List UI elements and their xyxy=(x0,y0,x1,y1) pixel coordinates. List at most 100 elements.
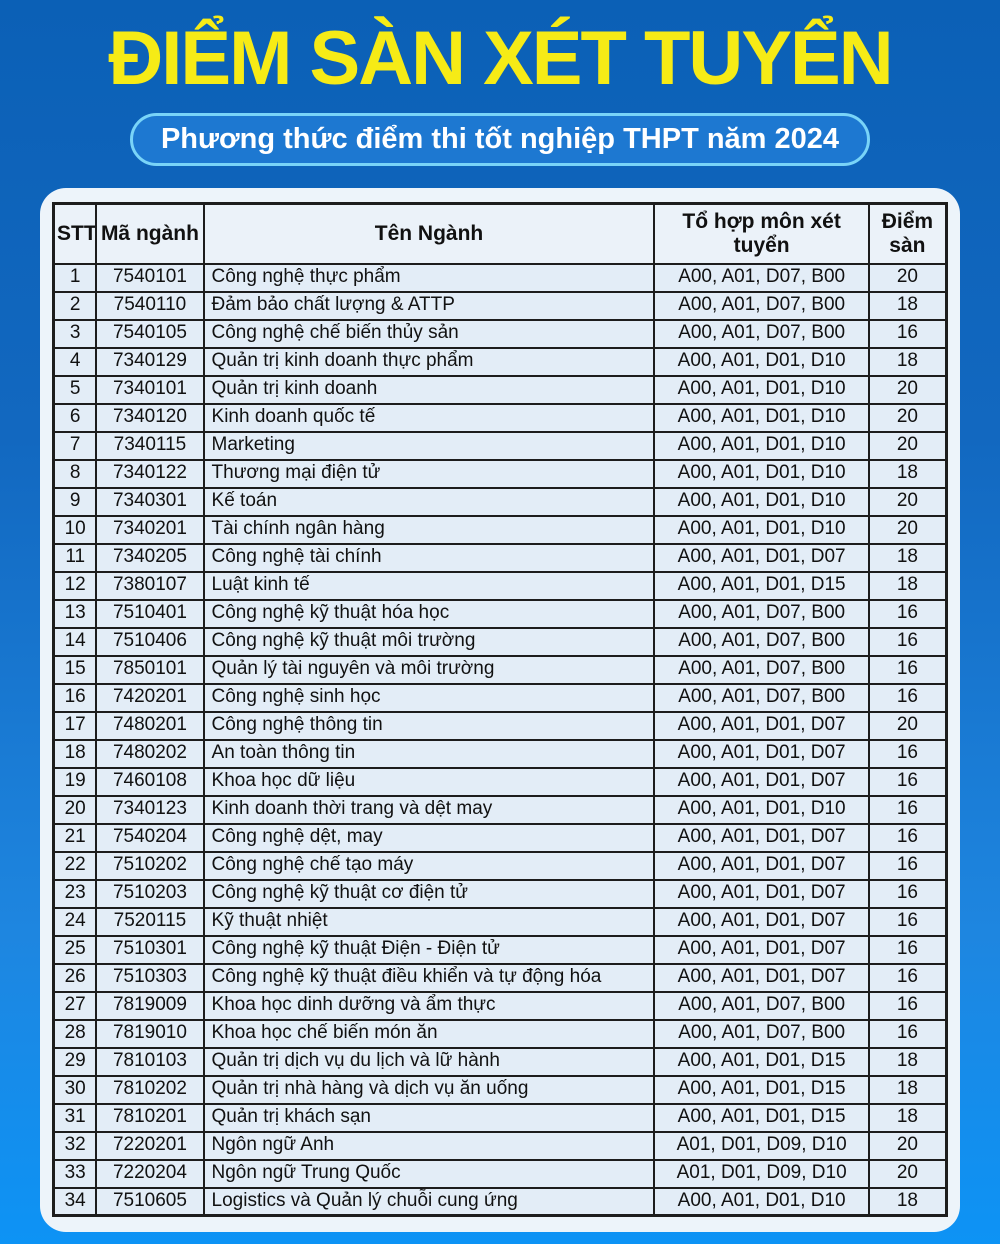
cell-ma-nganh: 7540110 xyxy=(95,290,205,321)
cell-ma-nganh: 7340123 xyxy=(95,794,205,825)
cell-to-hop-mon: A00, A01, D07, B00 xyxy=(653,598,870,629)
cell-ten-nganh: Quản trị nhà hàng và dịch vụ ăn uống xyxy=(202,1074,656,1105)
cell-stt: 31 xyxy=(52,1102,98,1133)
cell-diem-san: 20 xyxy=(867,710,948,741)
table-row: 9 7340301 Kế toán A00, A01, D01, D10 20 xyxy=(52,486,948,517)
cell-ten-nganh: Ngôn ngữ Anh xyxy=(202,1130,656,1161)
table-row: 6 7340120 Kinh doanh quốc tế A00, A01, D01,… xyxy=(52,402,948,433)
cell-diem-san: 16 xyxy=(867,878,948,909)
cell-ma-nganh: 7340115 xyxy=(95,430,205,461)
table-row: 12 7380107 Luật kinh tế A00, A01, D01, D15 1… xyxy=(52,570,948,601)
cell-stt: 18 xyxy=(52,738,98,769)
cell-to-hop-mon: A00, A01, D01, D10 xyxy=(653,374,870,405)
cell-ten-nganh: Quản lý tài nguyên và môi trường xyxy=(202,654,656,685)
cell-diem-san: 18 xyxy=(867,1186,948,1217)
cell-ma-nganh: 7510605 xyxy=(95,1186,205,1217)
cell-ma-nganh: 7810202 xyxy=(95,1074,205,1105)
cell-ten-nganh: Công nghệ chế tạo máy xyxy=(202,850,656,881)
cell-stt: 9 xyxy=(52,486,98,517)
cell-stt: 4 xyxy=(52,346,98,377)
cell-diem-san: 16 xyxy=(867,822,948,853)
cell-ten-nganh: Marketing xyxy=(202,430,656,461)
cell-ten-nganh: An toàn thông tin xyxy=(202,738,656,769)
cell-ten-nganh: Công nghệ thực phẩm xyxy=(202,262,656,293)
table-panel: STT Mã ngành Tên Ngành Tổ hợp môn xét tuyển… xyxy=(40,188,960,1232)
admission-score-table: STT Mã ngành Tên Ngành Tổ hợp môn xét tuyển… xyxy=(52,202,948,1217)
cell-diem-san: 16 xyxy=(867,850,948,881)
table-row: 26 7510303 Công nghệ kỹ thuật điều khiển v… xyxy=(52,962,948,993)
cell-stt: 27 xyxy=(52,990,98,1021)
table-row: 11 7340205 Công nghệ tài chính A00, A01, D0… xyxy=(52,542,948,573)
cell-stt: 20 xyxy=(52,794,98,825)
cell-stt: 17 xyxy=(52,710,98,741)
subtitle-text: Phương thức điểm thi tốt nghiệp THPT năm… xyxy=(160,123,840,156)
cell-stt: 24 xyxy=(52,906,98,937)
cell-stt: 26 xyxy=(52,962,98,993)
cell-ma-nganh: 7340129 xyxy=(95,346,205,377)
cell-to-hop-mon: A00, A01, D01, D07 xyxy=(653,822,870,853)
cell-diem-san: 20 xyxy=(867,430,948,461)
cell-to-hop-mon: A00, A01, D01, D15 xyxy=(653,570,870,601)
cell-ten-nganh: Công nghệ kỹ thuật cơ điện tử xyxy=(202,878,656,909)
cell-ma-nganh: 7380107 xyxy=(95,570,205,601)
cell-ma-nganh: 7510301 xyxy=(95,934,205,965)
cell-ma-nganh: 7480201 xyxy=(95,710,205,741)
cell-stt: 15 xyxy=(52,654,98,685)
table-row: 29 7810103 Quản trị dịch vụ du lịch và lữ … xyxy=(52,1046,948,1077)
cell-to-hop-mon: A00, A01, D07, B00 xyxy=(653,262,870,293)
cell-ten-nganh: Công nghệ sinh học xyxy=(202,682,656,713)
cell-ten-nganh: Đảm bảo chất lượng & ATTP xyxy=(202,290,656,321)
cell-ma-nganh: 7340301 xyxy=(95,486,205,517)
table-row: 17 7480201 Công nghệ thông tin A00, A01, D0… xyxy=(52,710,948,741)
cell-stt: 2 xyxy=(52,290,98,321)
cell-ten-nganh: Ngôn ngữ Trung Quốc xyxy=(202,1158,656,1189)
cell-to-hop-mon: A01, D01, D09, D10 xyxy=(653,1130,870,1161)
cell-ten-nganh: Kỹ thuật nhiệt xyxy=(202,906,656,937)
cell-ma-nganh: 7460108 xyxy=(95,766,205,797)
column-header: Điểm sàn xyxy=(867,202,948,265)
cell-stt: 33 xyxy=(52,1158,98,1189)
cell-ten-nganh: Công nghệ kỹ thuật môi trường xyxy=(202,626,656,657)
cell-ten-nganh: Công nghệ kỹ thuật Điện - Điện tử xyxy=(202,934,656,965)
cell-stt: 30 xyxy=(52,1074,98,1105)
cell-diem-san: 16 xyxy=(867,654,948,685)
cell-to-hop-mon: A00, A01, D01, D10 xyxy=(653,514,870,545)
cell-diem-san: 16 xyxy=(867,682,948,713)
table-row: 19 7460108 Khoa học dữ liệu A00, A01, D01, … xyxy=(52,766,948,797)
cell-stt: 6 xyxy=(52,402,98,433)
cell-ten-nganh: Quản trị khách sạn xyxy=(202,1102,656,1133)
cell-ten-nganh: Kinh doanh thời trang và dệt may xyxy=(202,794,656,825)
cell-ma-nganh: 7510203 xyxy=(95,878,205,909)
table-row: 25 7510301 Công nghệ kỹ thuật Điện - Điện … xyxy=(52,934,948,965)
cell-to-hop-mon: A00, A01, D01, D10 xyxy=(653,458,870,489)
cell-diem-san: 16 xyxy=(867,934,948,965)
cell-diem-san: 20 xyxy=(867,486,948,517)
cell-diem-san: 16 xyxy=(867,626,948,657)
table-row: 30 7810202 Quản trị nhà hàng và dịch vụ ăn… xyxy=(52,1074,948,1105)
table-row: 2 7540110 Đảm bảo chất lượng & ATTP A00, A0… xyxy=(52,290,948,321)
table-row: 16 7420201 Công nghệ sinh học A00, A01, D07… xyxy=(52,682,948,713)
table-body: 1 7540101 Công nghệ thực phẩm A00, A01, D07… xyxy=(52,262,948,1217)
cell-ma-nganh: 7420201 xyxy=(95,682,205,713)
cell-to-hop-mon: A00, A01, D01, D10 xyxy=(653,486,870,517)
cell-diem-san: 16 xyxy=(867,794,948,825)
cell-stt: 8 xyxy=(52,458,98,489)
cell-diem-san: 16 xyxy=(867,1018,948,1049)
column-header: Tổ hợp môn xét tuyển xyxy=(653,202,870,265)
cell-diem-san: 16 xyxy=(867,318,948,349)
table-row: 23 7510203 Công nghệ kỹ thuật cơ điện tử A0… xyxy=(52,878,948,909)
cell-ma-nganh: 7480202 xyxy=(95,738,205,769)
column-header: Mã ngành xyxy=(95,202,205,265)
cell-ma-nganh: 7220201 xyxy=(95,1130,205,1161)
cell-ten-nganh: Quản trị kinh doanh xyxy=(202,374,656,405)
cell-to-hop-mon: A00, A01, D01, D15 xyxy=(653,1074,870,1105)
table-row: 18 7480202 An toàn thông tin A00, A01, D01,… xyxy=(52,738,948,769)
cell-stt: 10 xyxy=(52,514,98,545)
cell-ten-nganh: Công nghệ chế biến thủy sản xyxy=(202,318,656,349)
cell-ten-nganh: Kế toán xyxy=(202,486,656,517)
cell-to-hop-mon: A00, A01, D01, D10 xyxy=(653,430,870,461)
table-row: 28 7819010 Khoa học chế biến món ăn A00, A0… xyxy=(52,1018,948,1049)
cell-diem-san: 16 xyxy=(867,598,948,629)
cell-ma-nganh: 7220204 xyxy=(95,1158,205,1189)
cell-ten-nganh: Công nghệ kỹ thuật điều khiển và tự động… xyxy=(202,962,656,993)
